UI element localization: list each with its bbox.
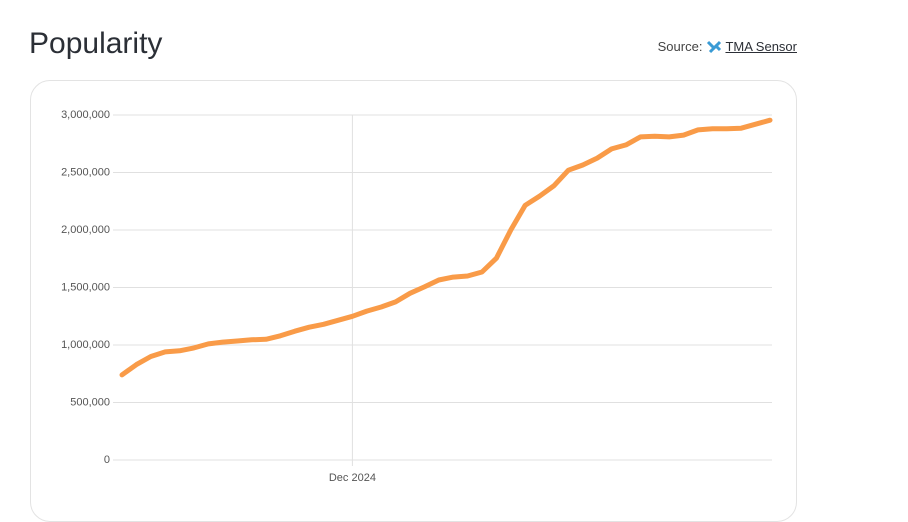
title: Popularity [29,27,163,60]
source-label: Source: [657,39,703,54]
x-tick-label: Dec 2024 [329,472,376,484]
page: Popularity Source: TMA Sensor 0 500,000 1,… [29,27,797,522]
y-tick-label: 500,000 [70,396,110,408]
line [119,117,773,378]
source-icon [707,40,722,54]
y-tick-label: 1,500,000 [61,281,110,293]
chart: 0 500,000 1,000,000 1,500,000 2,000,000 2,500… [61,109,773,484]
source-link[interactable]: TMA Sensor [725,39,797,54]
y-tick-label: 3,000,000 [61,109,110,121]
source: Source: TMA Sensor [658,38,797,54]
y-tick-label: 2,000,000 [61,224,110,236]
y-tick-label: 1,000,000 [61,339,110,351]
y-tick-label: 2,500,000 [61,166,110,178]
y-tick-label: 0 [104,454,110,466]
